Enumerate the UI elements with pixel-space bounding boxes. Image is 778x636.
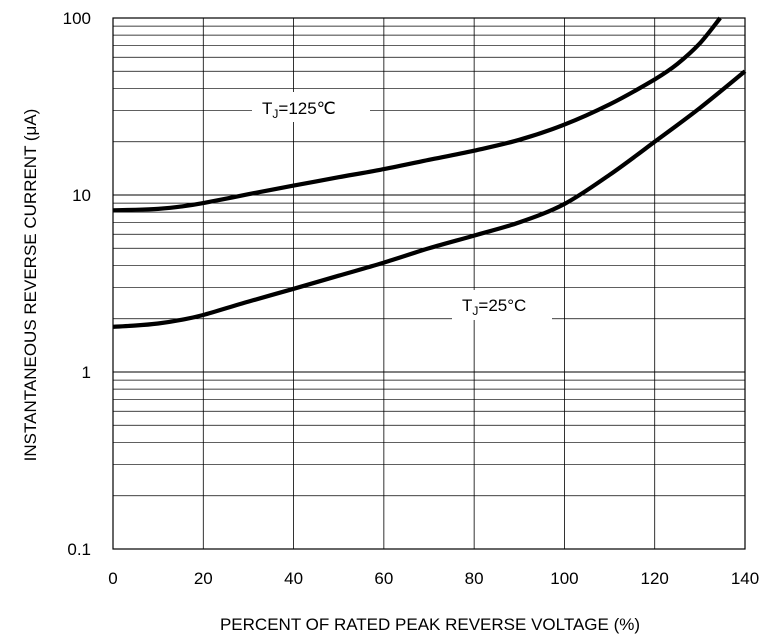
x-tick-label: 120 [641,569,669,588]
annotation-tj-125c-background [252,92,370,122]
y-tick-label: 10 [72,186,91,205]
x-axis-title: PERCENT OF RATED PEAK REVERSE VOLTAGE (%… [220,615,640,634]
plot-frame [112,17,746,550]
plot-border [112,17,746,550]
annotation-tj-125c-text: TJ=125℃ [262,99,336,121]
x-tick-label: 80 [465,569,484,588]
x-tick-labels: 0 20 40 60 80 100 120 140 [108,569,759,588]
y-tick-label: 100 [63,9,91,28]
annotation-tj-25c-background [452,290,552,320]
series-lines [112,16,747,329]
annotation-tj-25c-value: =25°C [478,296,526,315]
x-tick-label: 140 [731,569,759,588]
annotation-tj-25c-text: TJ=25°C [462,296,526,318]
x-tick-label: 40 [284,569,303,588]
x-tick-label: 100 [550,569,578,588]
series-line-tj-25c [112,69,747,329]
y-axis-title: INSTANTANEOUS REVERSE CURRENT (μA) [21,109,40,462]
x-tick-label: 0 [108,569,117,588]
annotation-tj-125c-value: =125℃ [278,99,335,118]
annotation-tj-25c-main: T [462,296,472,315]
annotation-tj-125c-subscript: J [272,107,278,121]
annotation-tj-25c-subscript: J [472,304,478,318]
annotation-tj-25c: TJ=25°C [452,290,552,320]
x-tick-label: 60 [374,569,393,588]
y-tick-labels: 0.1 1 10 100 [63,9,91,559]
annotation-tj-125c-main: T [262,99,272,118]
grid-lines [112,17,746,550]
y-tick-label: 0.1 [67,540,91,559]
annotation-tj-125c: TJ=125℃ [252,92,370,122]
series-line-tj-125c [112,16,722,213]
y-tick-label: 1 [82,363,91,382]
x-tick-label: 20 [194,569,213,588]
